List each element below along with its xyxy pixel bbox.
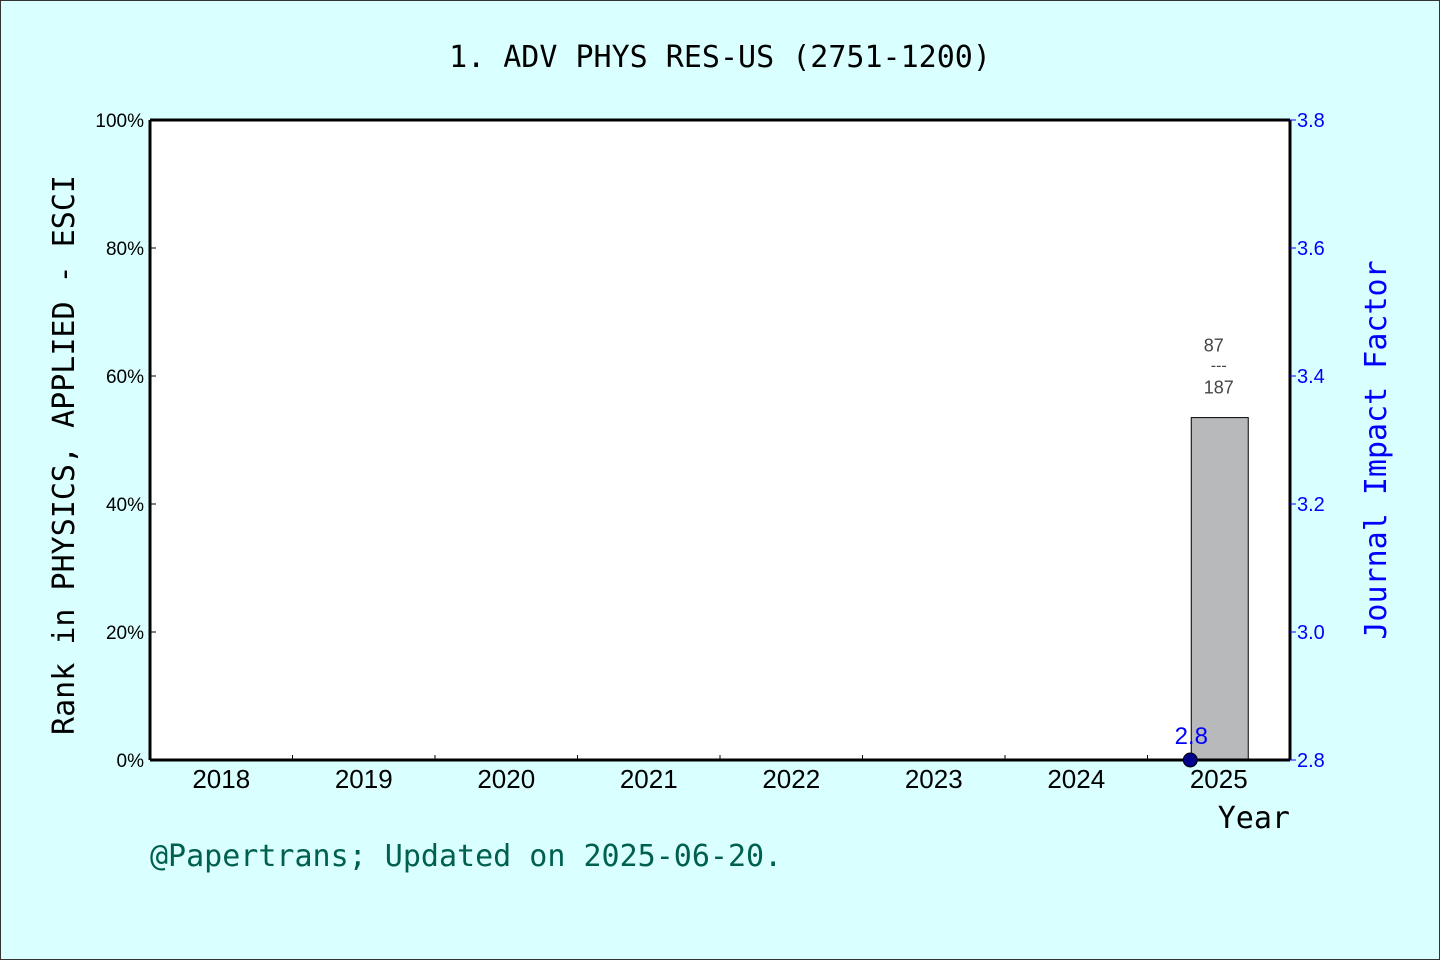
bar-label-rank: 87	[1204, 336, 1224, 356]
x-tick-label: 2021	[620, 764, 678, 794]
y2-tick-label: 3.2	[1297, 494, 1325, 516]
y2-tick-label: 3.0	[1297, 622, 1325, 644]
bar-label-separator: ---	[1211, 358, 1227, 375]
y-tick-label: 20%	[106, 623, 144, 644]
x-tick-label: 2024	[1047, 764, 1105, 794]
y2-tick-label: 2.8	[1297, 750, 1325, 772]
plot-area	[150, 120, 1290, 760]
x-tick-label: 2023	[905, 764, 963, 794]
y-axis-label: Rank in PHYSICS, APPLIED - ESCI	[47, 175, 82, 735]
bar-label-total: 187	[1204, 378, 1234, 398]
x-tick-label: 2022	[762, 764, 820, 794]
y-tick-label: 100%	[95, 111, 144, 132]
y2-axis-label: Journal Impact Factor	[1359, 260, 1394, 639]
y2-tick-label: 3.8	[1297, 110, 1325, 132]
impact-factor-point	[1182, 752, 1198, 768]
x-tick-label: 2018	[192, 764, 250, 794]
y2-tick-label: 3.4	[1297, 366, 1325, 388]
y-tick-label: 0%	[117, 751, 145, 772]
y-tick-label: 40%	[106, 495, 144, 516]
chart-title: 1. ADV PHYS RES-US (2751-1200)	[449, 40, 991, 75]
x-tick-label: 2020	[477, 764, 535, 794]
x-tick-label: 2019	[335, 764, 393, 794]
x-axis-label: Year	[1218, 801, 1290, 836]
impact-factor-label: 2.8	[1175, 723, 1208, 750]
bar-2025	[1190, 417, 1249, 761]
y-tick-label: 80%	[106, 239, 144, 260]
y2-tick-label: 3.6	[1297, 238, 1325, 260]
y-tick-label: 60%	[106, 367, 144, 388]
x-tick-label: 2025	[1190, 764, 1248, 794]
footer-credit: @Papertrans; Updated on 2025-06-20.	[150, 839, 782, 874]
